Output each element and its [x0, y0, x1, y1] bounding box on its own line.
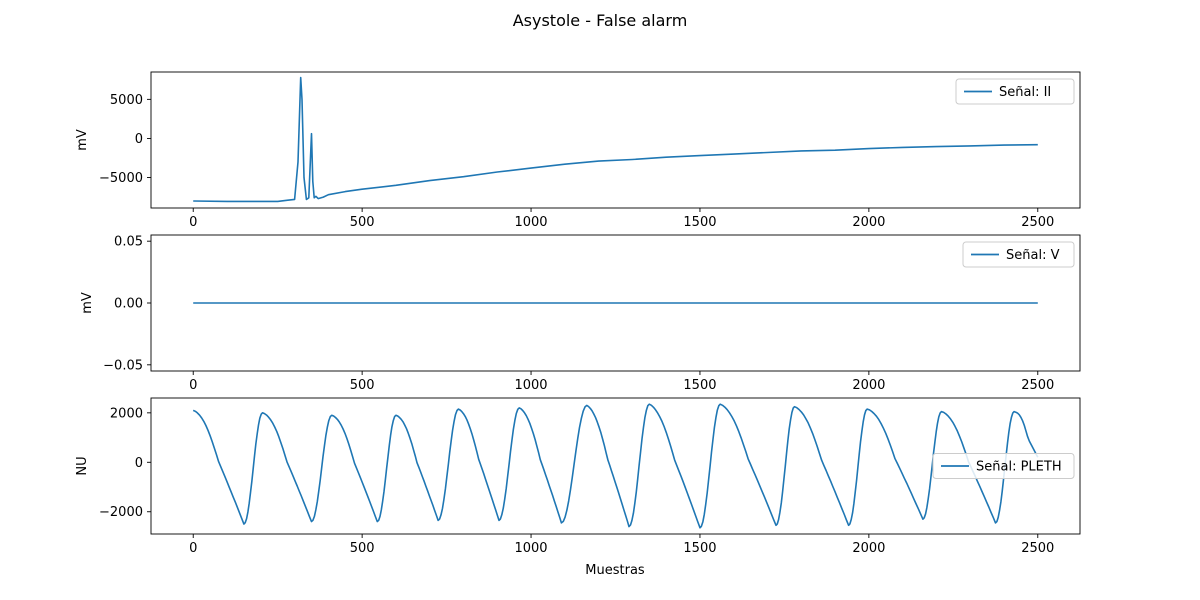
y-tick-label: 0.00	[114, 297, 143, 312]
x-tick-label: 2500	[1021, 541, 1054, 556]
legend-box	[932, 453, 1075, 479]
axes-frame-1	[150, 71, 1081, 209]
x-tick-label: 500	[350, 378, 375, 393]
y-tick-label: 2000	[110, 406, 143, 421]
legend-label: Señal: V	[1006, 248, 1060, 263]
subplot-2: 0 500 1000 1500 2000 2500 −0.05 0.00 0.05 mV Señal…	[80, 234, 1081, 393]
legend-box	[962, 241, 1075, 268]
legend-2: Señal: V	[962, 241, 1075, 268]
y-axis-label: mV	[80, 292, 95, 314]
x-tick-label: 2000	[852, 541, 885, 556]
x-tick-label: 0	[189, 541, 197, 556]
x-tick-label: 1000	[514, 378, 547, 393]
legend-3: Señal: PLETH	[932, 453, 1075, 479]
y-tick-label: 0.05	[114, 235, 143, 250]
y-tick-label: 5000	[110, 93, 143, 108]
series-line-1	[193, 76, 1038, 203]
x-tick-label: 2500	[1021, 378, 1054, 393]
legend-1: Señal: II	[955, 78, 1075, 105]
x-axis-label: Muestras	[585, 563, 645, 578]
x-tick-label: 1500	[683, 215, 716, 230]
x-tick-label: 500	[350, 541, 375, 556]
x-tick-label: 1000	[514, 215, 547, 230]
axes-frame-3	[150, 397, 1081, 535]
legend-box	[955, 78, 1075, 105]
subplot-3: 0 500 1000 1500 2000 2500 −2000 0 2000 NU Señal: P…	[75, 397, 1081, 556]
x-tick-label: 1500	[683, 541, 716, 556]
y-tick-label: 0	[135, 456, 143, 471]
y-tick-label: −2000	[99, 505, 143, 520]
y-axis-label: mV	[75, 129, 90, 151]
x-tick-label: 1500	[683, 378, 716, 393]
legend-label: Señal: PLETH	[976, 460, 1062, 475]
x-tick-label: 2500	[1021, 215, 1054, 230]
x-tick-label: 0	[189, 215, 197, 230]
series-line-3	[192, 403, 1039, 529]
figure-title: Asystole - False alarm	[513, 11, 688, 30]
x-tick-label: 2000	[852, 378, 885, 393]
legend-label: Señal: II	[999, 85, 1051, 100]
x-tick-label: 1000	[514, 541, 547, 556]
subplot-1: 0 500 1000 1500 2000 2500 −5000 0 5000 mV Señal: I…	[75, 71, 1081, 230]
y-tick-label: −0.05	[103, 358, 143, 373]
x-tick-label: 500	[350, 215, 375, 230]
x-tick-label: 2000	[852, 215, 885, 230]
y-tick-label: 0	[135, 132, 143, 147]
y-tick-label: −5000	[99, 171, 143, 186]
x-tick-label: 0	[189, 378, 197, 393]
y-axis-label: NU	[75, 456, 90, 475]
